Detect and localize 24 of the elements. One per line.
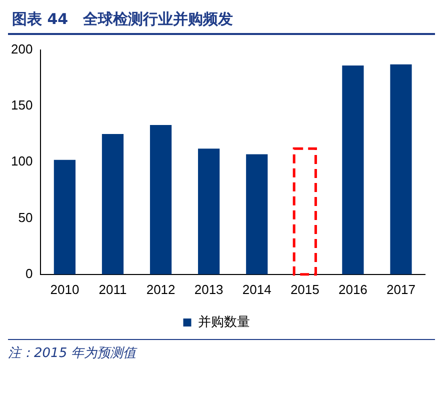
- bar: [246, 154, 268, 274]
- x-tick-label: 2012: [146, 282, 176, 297]
- x-tick-label: 2010: [50, 282, 80, 297]
- bar: [54, 160, 76, 274]
- chart-title: 图表 44 全球检测行业并购频发: [8, 8, 435, 35]
- bar: [292, 147, 317, 276]
- x-tick-label: 2014: [242, 282, 272, 297]
- bar: [390, 64, 412, 274]
- bar: [102, 134, 124, 274]
- x-tick-label: 2011: [98, 282, 127, 297]
- y-tick-label: 100: [10, 154, 33, 169]
- bar: [198, 148, 220, 274]
- y-tick-label: 150: [10, 98, 33, 113]
- x-tick-label: 2013: [194, 282, 224, 297]
- bar: [150, 125, 172, 274]
- x-tick-label: 2015: [290, 282, 320, 297]
- y-tick-label: 200: [10, 41, 33, 56]
- x-tick-label: 2016: [338, 282, 368, 297]
- text: 注：2015 年为预测值: [8, 339, 435, 362]
- x-tick-label: 2017: [386, 282, 416, 297]
- y-tick-label: 50: [18, 210, 33, 225]
- legend-label: 并购数量: [198, 314, 250, 330]
- bar: [342, 66, 364, 274]
- y-tick-label: 0: [25, 266, 33, 281]
